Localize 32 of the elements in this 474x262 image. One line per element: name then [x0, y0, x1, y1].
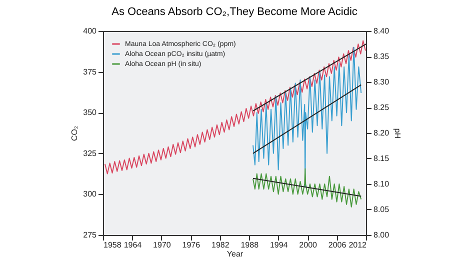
- y-tick-label: 350: [83, 108, 98, 118]
- y2-tick-label: 8.05: [374, 205, 390, 214]
- y2-tick-label: 8.00: [374, 230, 390, 240]
- y2-tick-label: 8.10: [374, 180, 390, 188]
- x-tick-label: 1970: [153, 240, 172, 250]
- x-tick-label: 2006: [328, 240, 347, 250]
- chart-title: As Oceans Absorb CO₂,They Become More Acidic: [112, 6, 358, 18]
- x-axis-title: Year: [226, 250, 244, 258]
- x-tick-label: 2000: [299, 240, 318, 250]
- x-tick-label: 1976: [182, 240, 201, 250]
- y-tick-label: 300: [83, 190, 98, 199]
- y2-tick-label: 8.25: [374, 103, 390, 112]
- x-tick-label: 1988: [240, 240, 260, 250]
- y2-tick-label: 8.20: [374, 128, 390, 138]
- y-tick-label: 275: [83, 230, 98, 240]
- y2-tick-label: 8.15: [374, 154, 390, 163]
- line-series: [252, 46, 362, 187]
- y-tick-label: 400: [83, 26, 98, 36]
- x-tick-label: 1982: [211, 240, 230, 250]
- line-series: [252, 168, 362, 208]
- y-tick-label: 375: [83, 67, 98, 76]
- y-tick-label: 325: [83, 148, 98, 158]
- y-axis-title: CO₂: [70, 126, 80, 142]
- x-tick-label: 1964: [124, 240, 142, 250]
- y2-tick-label: 8.30: [374, 78, 390, 86]
- y2-tick-label: 8.35: [374, 52, 390, 61]
- x-tick-label: 1994: [270, 240, 288, 250]
- line-series: [104, 40, 366, 174]
- x-tick-label: 1958: [104, 240, 122, 250]
- y2-tick-label: 8.40: [374, 26, 390, 36]
- x-tick-label: 2012: [348, 240, 368, 250]
- y2-axis-title: pH: [393, 128, 402, 139]
